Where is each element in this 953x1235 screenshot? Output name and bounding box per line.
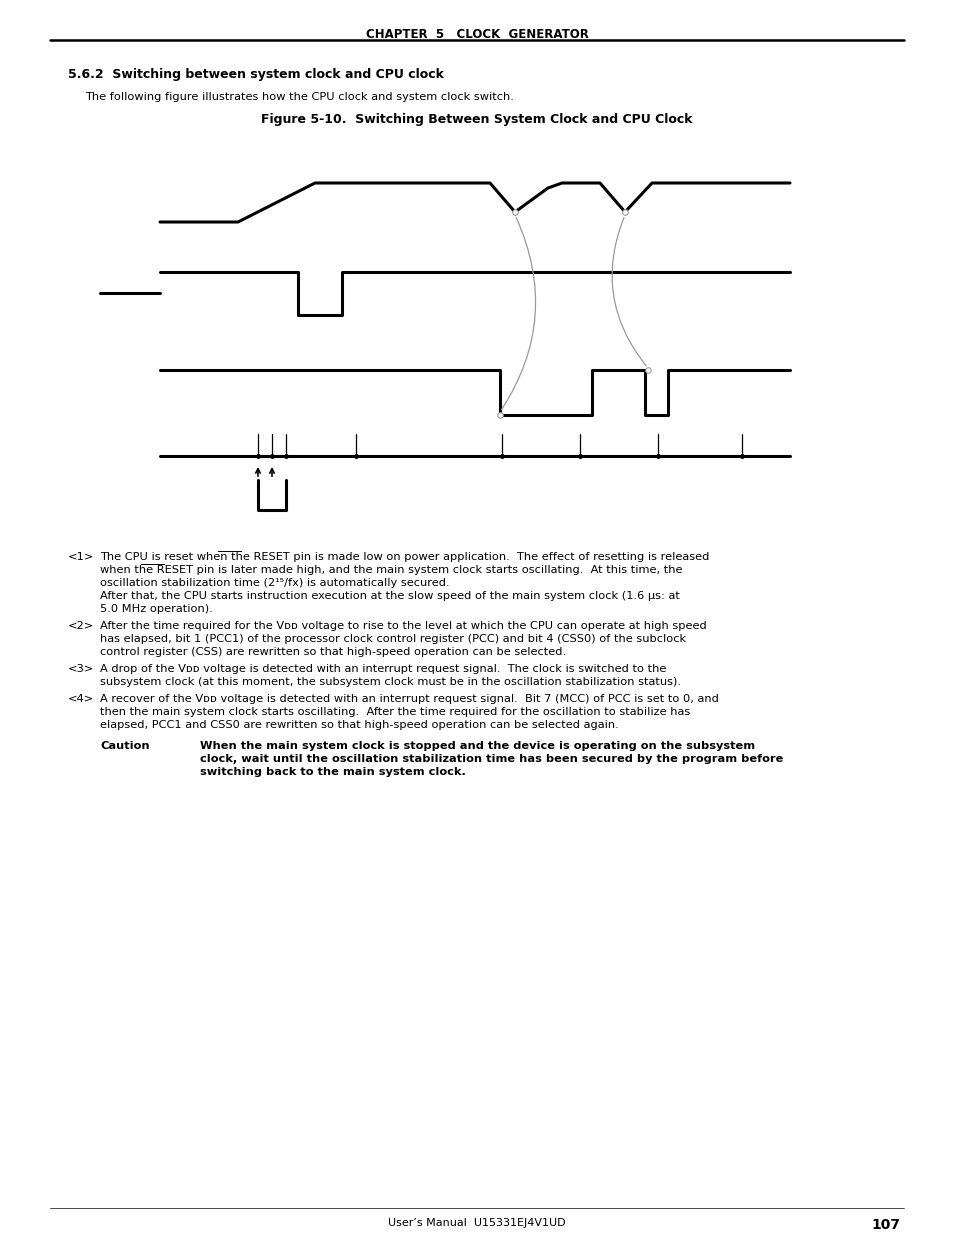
Text: After that, the CPU starts instruction execution at the slow speed of the main s: After that, the CPU starts instruction e… xyxy=(100,592,679,601)
Text: When the main system clock is stopped and the device is operating on the subsyst: When the main system clock is stopped an… xyxy=(200,741,755,751)
Text: <2>: <2> xyxy=(68,621,94,631)
Text: <3>: <3> xyxy=(68,664,94,674)
Text: <1>: <1> xyxy=(68,552,94,562)
Text: Figure 5-10.  Switching Between System Clock and CPU Clock: Figure 5-10. Switching Between System Cl… xyxy=(261,112,692,126)
Text: switching back to the main system clock.: switching back to the main system clock. xyxy=(200,767,465,777)
Text: User’s Manual  U15331EJ4V1UD: User’s Manual U15331EJ4V1UD xyxy=(388,1218,565,1228)
Text: Caution: Caution xyxy=(100,741,150,751)
Text: 107: 107 xyxy=(870,1218,899,1233)
Text: The CPU is reset when the RESET pin is made low on power application.  The effec: The CPU is reset when the RESET pin is m… xyxy=(100,552,709,562)
Text: has elapsed, bit 1 (PCC1) of the processor clock control register (PCC) and bit : has elapsed, bit 1 (PCC1) of the process… xyxy=(100,634,685,643)
Text: The following figure illustrates how the CPU clock and system clock switch.: The following figure illustrates how the… xyxy=(85,91,514,103)
Text: then the main system clock starts oscillating.  After the time required for the : then the main system clock starts oscill… xyxy=(100,706,690,718)
Text: clock, wait until the oscillation stabilization time has been secured by the pro: clock, wait until the oscillation stabil… xyxy=(200,755,782,764)
Text: A recover of the Vᴅᴅ voltage is detected with an interrupt request signal.  Bit : A recover of the Vᴅᴅ voltage is detected… xyxy=(100,694,719,704)
Text: <4>: <4> xyxy=(68,694,94,704)
Text: A drop of the Vᴅᴅ voltage is detected with an interrupt request signal.  The clo: A drop of the Vᴅᴅ voltage is detected wi… xyxy=(100,664,666,674)
Text: when the RESET pin is later made high, and the main system clock starts oscillat: when the RESET pin is later made high, a… xyxy=(100,564,681,576)
Text: CHAPTER  5   CLOCK  GENERATOR: CHAPTER 5 CLOCK GENERATOR xyxy=(365,28,588,41)
Text: control register (CSS) are rewritten so that high-speed operation can be selecte: control register (CSS) are rewritten so … xyxy=(100,647,565,657)
Text: 5.0 MHz operation).: 5.0 MHz operation). xyxy=(100,604,213,614)
Text: 5.6.2  Switching between system clock and CPU clock: 5.6.2 Switching between system clock and… xyxy=(68,68,443,82)
Text: subsystem clock (at this moment, the subsystem clock must be in the oscillation : subsystem clock (at this moment, the sub… xyxy=(100,677,680,687)
Text: After the time required for the Vᴅᴅ voltage to rise to the level at which the CP: After the time required for the Vᴅᴅ volt… xyxy=(100,621,706,631)
Text: elapsed, PCC1 and CSS0 are rewritten so that high-speed operation can be selecte: elapsed, PCC1 and CSS0 are rewritten so … xyxy=(100,720,618,730)
Text: oscillation stabilization time (2¹⁵/fx) is automatically secured.: oscillation stabilization time (2¹⁵/fx) … xyxy=(100,578,449,588)
